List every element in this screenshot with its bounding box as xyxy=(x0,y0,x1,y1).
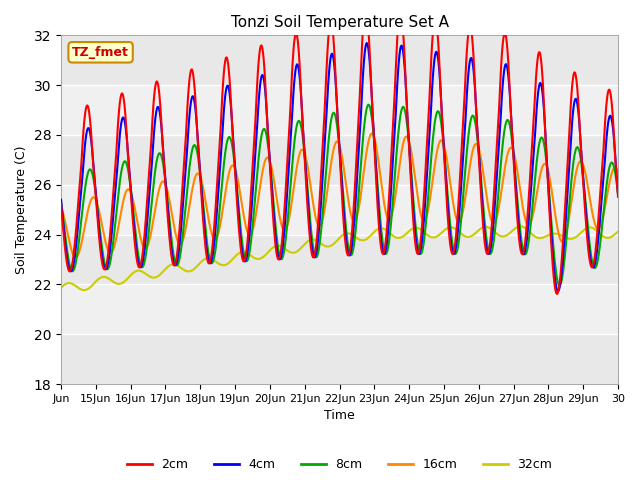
Bar xyxy=(61,135,618,185)
X-axis label: Time: Time xyxy=(324,409,355,422)
Bar xyxy=(61,235,618,284)
Bar xyxy=(61,85,618,135)
Text: TZ_fmet: TZ_fmet xyxy=(72,46,129,59)
Bar xyxy=(61,334,618,384)
Bar xyxy=(61,185,618,235)
Y-axis label: Soil Temperature (C): Soil Temperature (C) xyxy=(15,145,28,274)
Bar xyxy=(61,284,618,334)
Bar xyxy=(61,36,618,85)
Title: Tonzi Soil Temperature Set A: Tonzi Soil Temperature Set A xyxy=(230,15,449,30)
Legend: 2cm, 4cm, 8cm, 16cm, 32cm: 2cm, 4cm, 8cm, 16cm, 32cm xyxy=(122,453,557,476)
